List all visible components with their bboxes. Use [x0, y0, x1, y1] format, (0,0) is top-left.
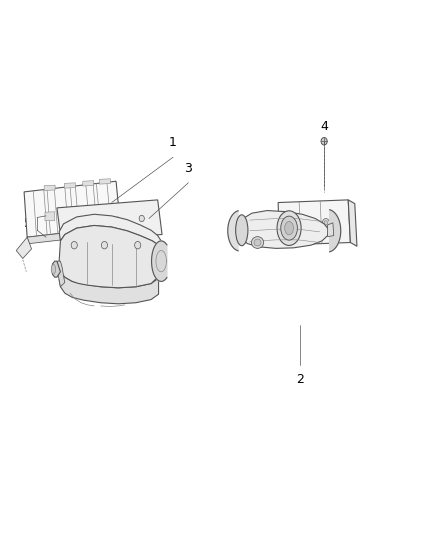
Text: 4: 4: [320, 120, 328, 133]
Ellipse shape: [281, 216, 297, 240]
Circle shape: [69, 220, 74, 227]
Polygon shape: [278, 200, 350, 245]
Polygon shape: [27, 227, 123, 244]
Polygon shape: [330, 209, 341, 252]
Polygon shape: [64, 209, 73, 219]
Circle shape: [139, 215, 145, 222]
Circle shape: [92, 219, 97, 225]
Polygon shape: [228, 211, 238, 251]
Polygon shape: [45, 212, 55, 221]
Polygon shape: [44, 185, 55, 190]
Circle shape: [101, 241, 107, 249]
Ellipse shape: [277, 211, 301, 245]
Circle shape: [115, 217, 120, 223]
Circle shape: [71, 241, 77, 249]
Polygon shape: [99, 179, 110, 184]
Polygon shape: [16, 237, 32, 259]
Polygon shape: [59, 272, 159, 304]
Polygon shape: [348, 200, 357, 246]
Text: 1: 1: [169, 136, 177, 149]
Circle shape: [134, 241, 141, 249]
Polygon shape: [57, 200, 162, 241]
Text: 2: 2: [296, 373, 304, 386]
Polygon shape: [64, 183, 75, 188]
Ellipse shape: [285, 222, 293, 235]
Polygon shape: [81, 207, 91, 216]
Polygon shape: [239, 211, 328, 248]
Polygon shape: [52, 261, 60, 277]
Polygon shape: [57, 261, 65, 287]
Circle shape: [324, 221, 328, 225]
Polygon shape: [98, 206, 108, 215]
Polygon shape: [24, 181, 120, 237]
Text: 3: 3: [184, 162, 192, 175]
Polygon shape: [59, 225, 160, 288]
Ellipse shape: [251, 237, 264, 248]
Ellipse shape: [236, 215, 248, 246]
Polygon shape: [83, 181, 94, 186]
Circle shape: [321, 138, 327, 145]
Polygon shape: [152, 241, 167, 281]
Polygon shape: [59, 214, 161, 246]
Text: 5: 5: [25, 217, 32, 230]
Circle shape: [322, 219, 329, 227]
Ellipse shape: [254, 239, 261, 246]
Ellipse shape: [51, 264, 56, 274]
Polygon shape: [328, 223, 334, 237]
